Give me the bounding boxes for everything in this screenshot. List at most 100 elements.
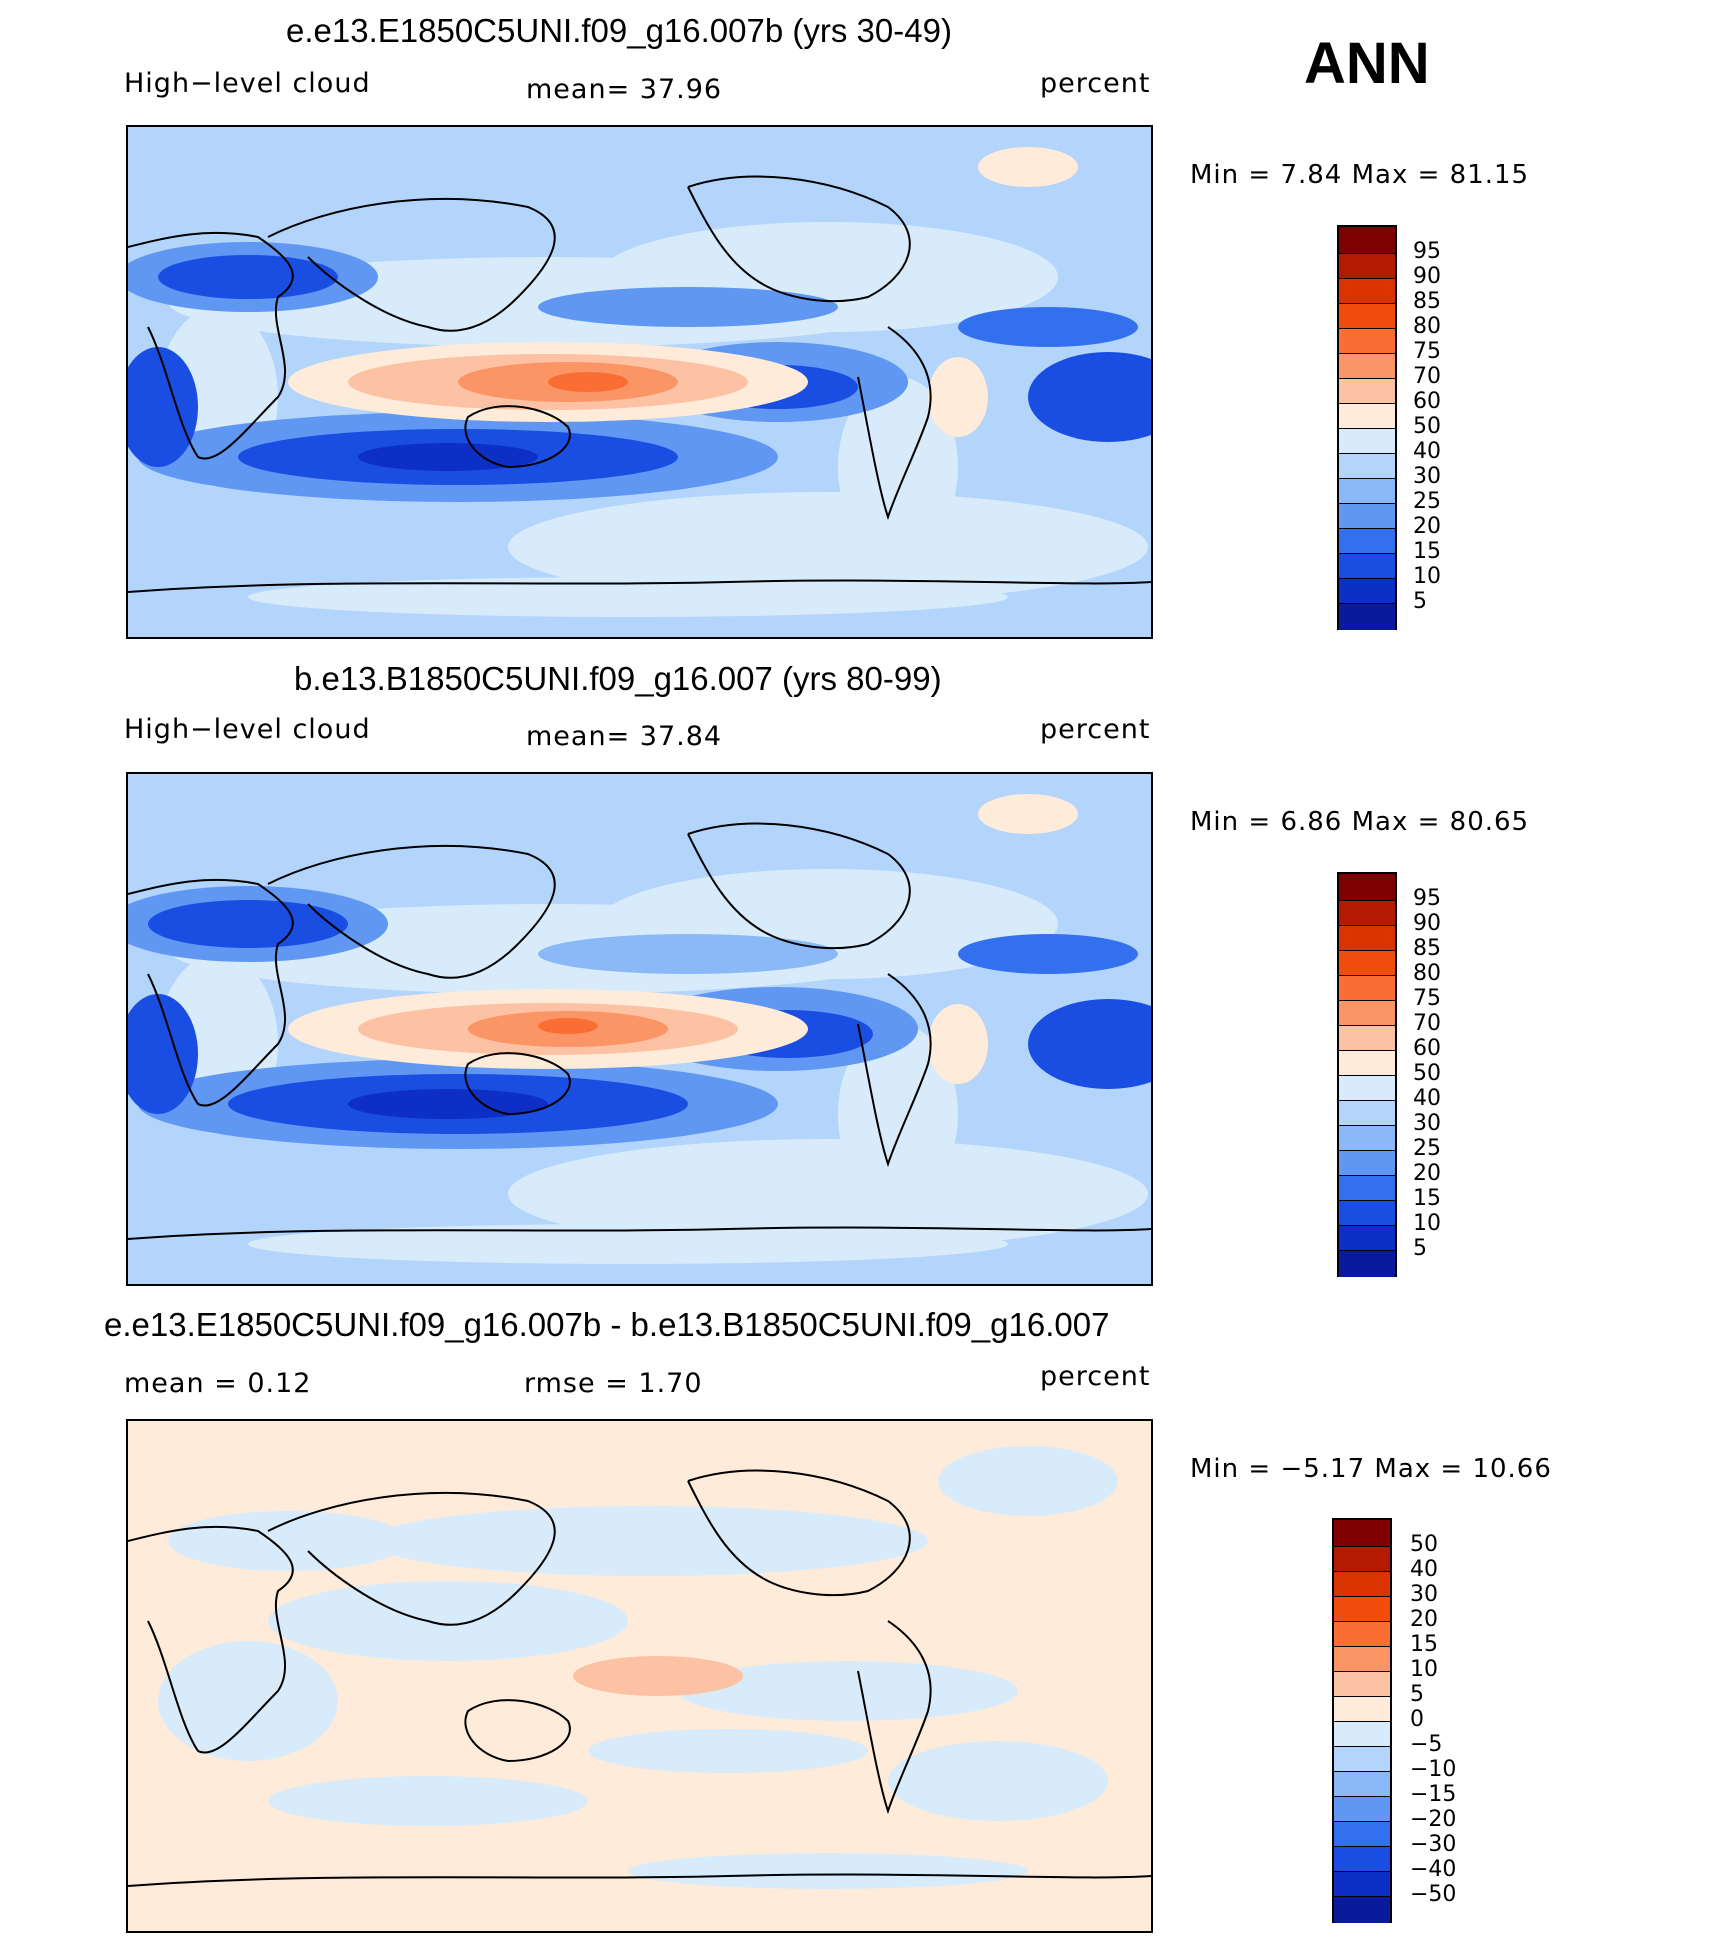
colorbar-tick-label: −5 bbox=[1410, 1732, 1443, 1757]
colorbar-swatch bbox=[1334, 1897, 1390, 1923]
colorbar-swatch bbox=[1339, 1151, 1395, 1176]
colorbar-swatch bbox=[1334, 1722, 1390, 1747]
colorbar-swatch bbox=[1339, 1251, 1395, 1277]
colorbar-tick-label: 95 bbox=[1413, 239, 1441, 264]
colorbar-swatch bbox=[1334, 1547, 1390, 1572]
colorbar-tick-label: 15 bbox=[1410, 1632, 1438, 1657]
colorbar-tick-label: −10 bbox=[1410, 1757, 1457, 1782]
colorbar-tick-label: 20 bbox=[1410, 1607, 1438, 1632]
colorbar-swatch bbox=[1334, 1697, 1390, 1722]
colorbar-swatch bbox=[1334, 1647, 1390, 1672]
panel-2-map bbox=[126, 772, 1153, 1286]
colorbar-tick-label: 5 bbox=[1413, 589, 1427, 614]
colorbar-tick-label: 15 bbox=[1413, 539, 1441, 564]
colorbar-tick-label: 90 bbox=[1413, 264, 1441, 289]
panel-2-contour-field bbox=[128, 774, 1151, 1284]
colorbar-tick-label: 50 bbox=[1413, 1061, 1441, 1086]
panel-3-title: e.e13.E1850C5UNI.f09_g16.007b - b.e13.B1… bbox=[104, 1306, 1110, 1343]
panel-1-title: e.e13.E1850C5UNI.f09_g16.007b (yrs 30-49… bbox=[286, 12, 952, 49]
colorbar-swatch bbox=[1339, 901, 1395, 926]
colorbar-swatch bbox=[1334, 1847, 1390, 1872]
panel-2-minmax: Min = 6.86 Max = 80.65 bbox=[1190, 807, 1530, 837]
colorbar-tick-label: 10 bbox=[1413, 1211, 1441, 1236]
colorbar-swatch bbox=[1334, 1872, 1390, 1897]
panel-3-units-label: percent bbox=[1040, 1361, 1151, 1392]
colorbar-tick-label: 90 bbox=[1413, 911, 1441, 936]
colorbar-tick-label: 25 bbox=[1413, 1136, 1441, 1161]
colorbar-tick-label: 50 bbox=[1410, 1532, 1438, 1557]
colorbar-swatch bbox=[1334, 1797, 1390, 1822]
colorbar-swatch bbox=[1339, 329, 1395, 354]
colorbar-tick-label: −20 bbox=[1410, 1807, 1457, 1832]
colorbar-swatch bbox=[1334, 1672, 1390, 1697]
colorbar-swatch bbox=[1339, 554, 1395, 579]
colorbar-swatch bbox=[1339, 1226, 1395, 1251]
colorbar-tick-label: −40 bbox=[1410, 1857, 1457, 1882]
colorbar-swatch bbox=[1334, 1747, 1390, 1772]
colorbar-swatch bbox=[1339, 1176, 1395, 1201]
panel-2-variable-label: High−level cloud bbox=[124, 714, 371, 745]
colorbar-tick-label: 25 bbox=[1413, 489, 1441, 514]
panel-2-mean-label: mean= 37.84 bbox=[526, 721, 723, 752]
colorbar-swatch bbox=[1339, 479, 1395, 504]
colorbar-swatch bbox=[1339, 227, 1395, 254]
colorbar-swatch bbox=[1334, 1772, 1390, 1797]
colorbar-swatch bbox=[1339, 504, 1395, 529]
colorbar-swatch bbox=[1339, 429, 1395, 454]
colorbar-swatch bbox=[1339, 354, 1395, 379]
colorbar-tick-label: 80 bbox=[1413, 314, 1441, 339]
colorbar-tick-label: 5 bbox=[1413, 1236, 1427, 1261]
colorbar-swatch bbox=[1334, 1822, 1390, 1847]
colorbar-tick-label: 75 bbox=[1413, 986, 1441, 1011]
season-label: ANN bbox=[1304, 31, 1430, 96]
colorbar-tick-label: 10 bbox=[1410, 1657, 1438, 1682]
colorbar-tick-label: −30 bbox=[1410, 1832, 1457, 1857]
colorbar-tick-label: −15 bbox=[1410, 1782, 1457, 1807]
colorbar-swatch bbox=[1339, 254, 1395, 279]
colorbar-tick-label: 80 bbox=[1413, 961, 1441, 986]
colorbar-swatch bbox=[1339, 304, 1395, 329]
colorbar-swatch bbox=[1339, 279, 1395, 304]
colorbar-tick-label: 40 bbox=[1413, 439, 1441, 464]
panel-2-units-label: percent bbox=[1040, 714, 1151, 745]
panel-3-colorbar bbox=[1332, 1518, 1392, 1923]
panel-3-map bbox=[126, 1419, 1153, 1933]
colorbar-tick-label: 70 bbox=[1413, 364, 1441, 389]
colorbar-swatch bbox=[1339, 976, 1395, 1001]
colorbar-swatch bbox=[1339, 1051, 1395, 1076]
colorbar-tick-label: 40 bbox=[1410, 1557, 1438, 1582]
colorbar-tick-label: 10 bbox=[1413, 564, 1441, 589]
colorbar-swatch bbox=[1334, 1597, 1390, 1622]
colorbar-swatch bbox=[1339, 579, 1395, 604]
colorbar-swatch bbox=[1339, 604, 1395, 630]
colorbar-swatch bbox=[1339, 529, 1395, 554]
colorbar-tick-label: −50 bbox=[1410, 1882, 1457, 1907]
panel-2-title: b.e13.B1850C5UNI.f09_g16.007 (yrs 80-99) bbox=[294, 660, 942, 697]
panel-1-variable-label: High−level cloud bbox=[124, 68, 371, 99]
colorbar-tick-label: 50 bbox=[1413, 414, 1441, 439]
colorbar-tick-label: 30 bbox=[1413, 1111, 1441, 1136]
colorbar-swatch bbox=[1339, 926, 1395, 951]
colorbar-swatch bbox=[1339, 1026, 1395, 1051]
colorbar-tick-label: 75 bbox=[1413, 339, 1441, 364]
panel-3-mean-label: mean = 0.12 bbox=[124, 1368, 312, 1399]
colorbar-tick-label: 60 bbox=[1413, 1036, 1441, 1061]
panel-3-minmax: Min = −5.17 Max = 10.66 bbox=[1190, 1454, 1552, 1484]
colorbar-tick-label: 60 bbox=[1413, 389, 1441, 414]
colorbar-swatch bbox=[1339, 1101, 1395, 1126]
colorbar-tick-label: 85 bbox=[1413, 289, 1441, 314]
colorbar-swatch bbox=[1339, 404, 1395, 429]
colorbar-swatch bbox=[1339, 379, 1395, 404]
panel-1-mean-label: mean= 37.96 bbox=[526, 74, 723, 105]
colorbar-swatch bbox=[1334, 1622, 1390, 1647]
colorbar-swatch bbox=[1339, 1076, 1395, 1101]
colorbar-swatch bbox=[1339, 951, 1395, 976]
colorbar-swatch bbox=[1334, 1572, 1390, 1597]
panel-1-colorbar bbox=[1337, 225, 1397, 630]
panel-1-units-label: percent bbox=[1040, 68, 1151, 99]
colorbar-tick-label: 95 bbox=[1413, 886, 1441, 911]
panel-2-colorbar bbox=[1337, 872, 1397, 1277]
panel-3-rmse-label: rmse = 1.70 bbox=[524, 1368, 703, 1399]
colorbar-tick-label: 30 bbox=[1413, 464, 1441, 489]
colorbar-tick-label: 85 bbox=[1413, 936, 1441, 961]
